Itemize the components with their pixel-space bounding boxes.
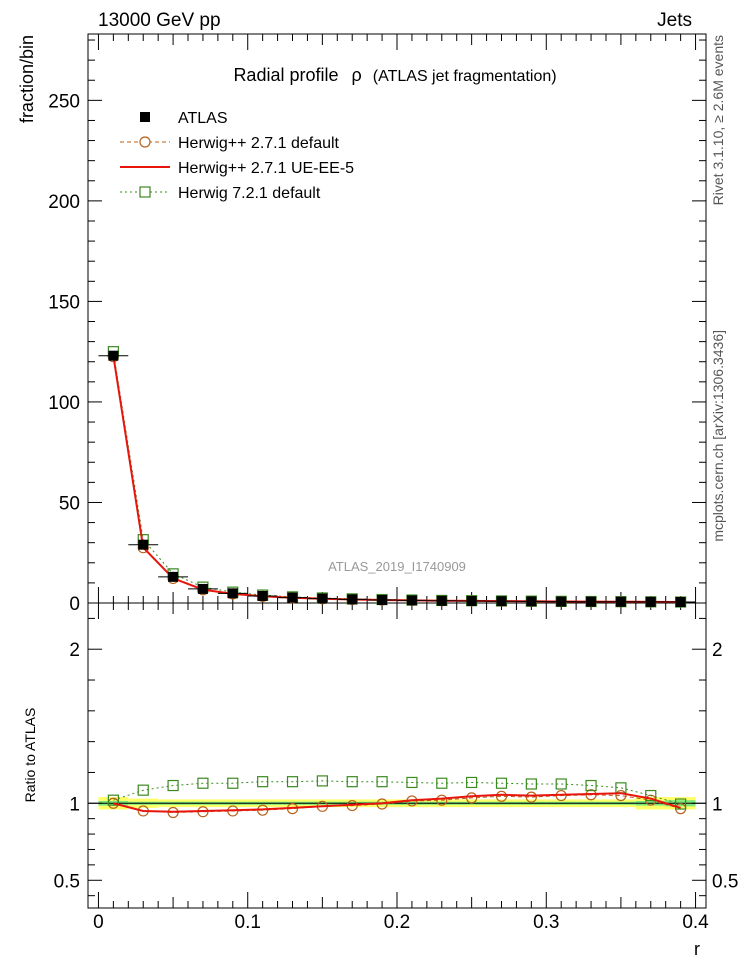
y-tick-label-main: 0 [69,594,80,615]
ratio-point-herwig-7-2-1-default [227,777,239,789]
legend-marker-circle [139,136,151,148]
legend-label: Herwig++ 2.7.1 UE-EE-5 [178,160,354,177]
y-tick-label-ratio: 1 [69,794,80,815]
main-title: Radial profile ρ (ATLAS jet fragmentatio… [233,65,556,85]
y-tick-label-main: 200 [48,192,80,213]
legend-label: Herwig 7.2.1 default [178,185,321,202]
ratio-point-herwig-7-2-1-default [555,778,567,790]
ratio-point-herwig-7-2-1-default [675,798,687,810]
x-tick-label: 0.2 [384,912,410,933]
y-tick-label-main: 50 [59,493,80,514]
ratio-point-herwig-7-2-1-default [495,777,508,789]
header-left: 13000 GeV pp [98,10,221,31]
ratio-point-herwig-7-2-1-default [107,794,119,806]
ratio-point-herwig-7-2-1-default [436,777,448,789]
mcplots-label: mcplots.cern.ch [arXiv:1306.3436] [710,330,726,542]
ratio-point-herwig-7-2-1-default [167,779,179,792]
y-tick-label-ratio-right: 1 [712,794,723,815]
ratio-point-herwig-7-2-1-default [286,776,299,788]
ratio-frame [87,602,707,909]
legend-label: ATLAS [178,110,228,127]
analysis-watermark: ATLAS_2019_I1740909 [328,559,466,574]
ratio-point-herwig-7-2-1-default [137,784,149,796]
ratio-point-herwig-2-7-1-default [615,789,627,802]
y-tick-label-ratio: 2 [69,640,80,661]
x-tick-label: 0.3 [533,912,559,933]
y-tick-label-ratio-right: 2 [712,640,723,661]
legend-label: Herwig++ 2.7.1 default [178,135,340,152]
ratio-point-herwig-7-2-1-default [406,776,418,789]
y-tick-label-ratio-right: 0.5 [712,871,738,892]
rivet-label: Rivet 3.1.10, ≥ 2.6M events [710,35,726,205]
ratio-point-herwig-2-7-1-default [525,791,537,803]
x-axis-label: r [694,939,700,959]
x-tick-label: 0 [93,912,104,933]
x-tick-label: 0.4 [682,912,709,933]
ratio-line-herwig-2-7-1-ue-ee-5 [113,792,681,813]
title-main-text: Radial profile [233,65,338,85]
ratio-point-herwig-7-2-1-default [645,789,657,802]
y-axis-label-ratio: Ratio to ATLAS [22,708,38,803]
ratio-point-herwig-7-2-1-default [585,779,597,792]
ratio-point-herwig-2-7-1-default [436,794,448,806]
y-tick-label-ratio: 0.5 [54,871,80,892]
ratio-point-herwig-7-2-1-default [197,777,209,789]
ratio-point-herwig-7-2-1-default [346,776,358,788]
ratio-point-herwig-7-2-1-default [376,776,388,788]
ratio-point-herwig-7-2-1-default [316,775,328,787]
y-axis-label-main: fraction/bin [17,35,37,123]
ratio-point-herwig-2-7-1-default [495,790,508,802]
title-symbol: ρ [352,65,362,85]
ratio-point-herwig-2-7-1-default [466,792,478,804]
x-tick-label: 0.1 [235,912,261,933]
legend-marker-square [139,186,151,198]
header-right: Jets [657,10,692,31]
ratio-point-herwig-7-2-1-default [257,776,269,788]
y-tick-label-main: 100 [48,393,80,414]
title-suffix: (ATLAS jet fragmentation) [373,68,557,85]
ratio-point-herwig-7-2-1-default [466,776,478,789]
ratio-point-herwig-7-2-1-default [525,778,537,790]
y-tick-label-main: 150 [48,292,80,313]
legend-marker-atlas [140,112,150,122]
y-tick-label-main: 250 [48,91,80,112]
